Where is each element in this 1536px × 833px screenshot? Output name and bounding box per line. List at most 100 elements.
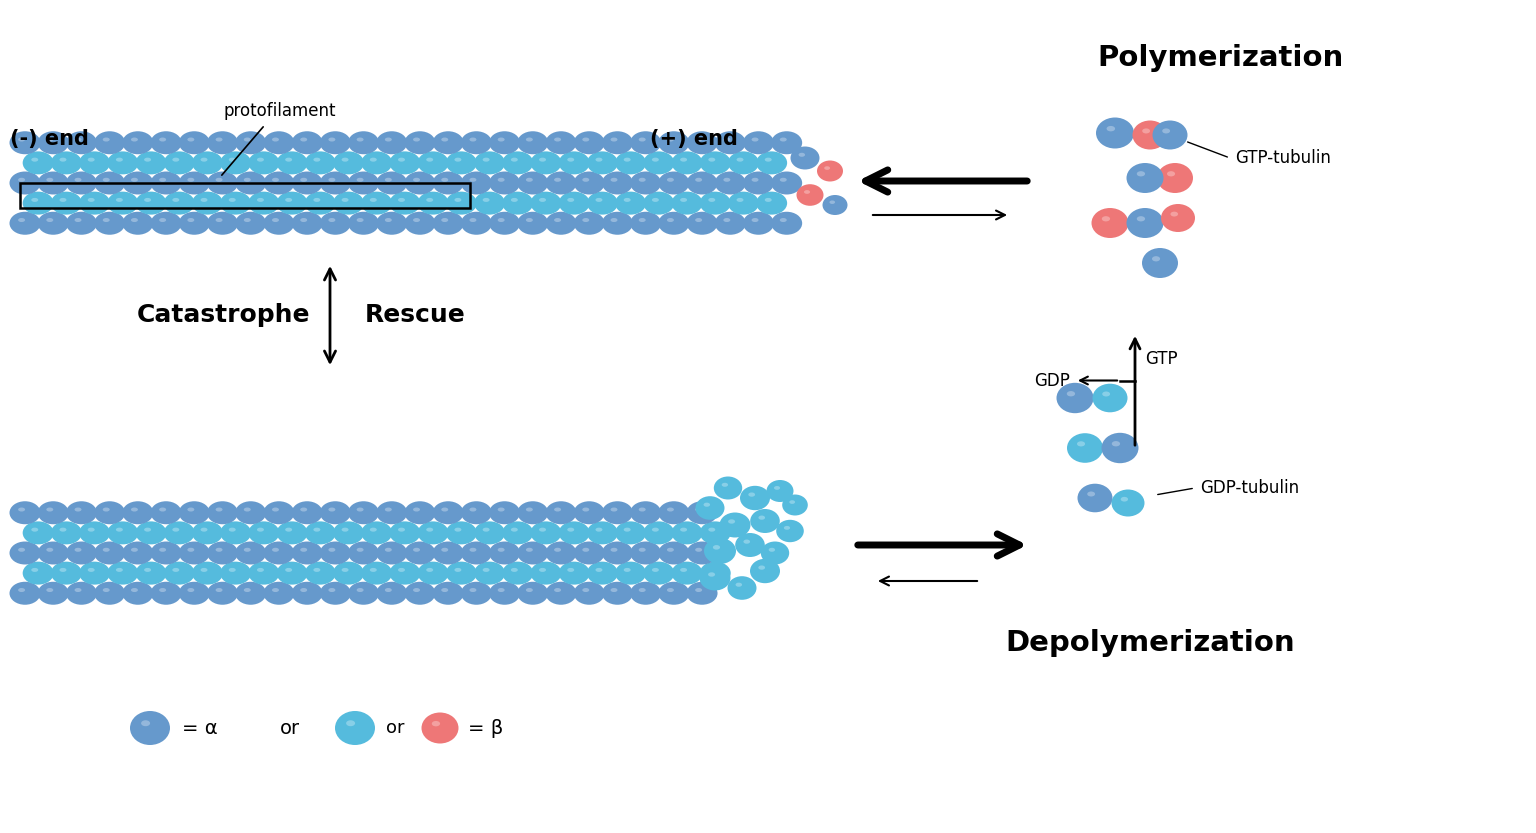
Ellipse shape: [659, 172, 690, 194]
Ellipse shape: [404, 172, 435, 194]
Ellipse shape: [714, 132, 746, 154]
Ellipse shape: [272, 507, 280, 511]
Ellipse shape: [286, 527, 292, 531]
Ellipse shape: [292, 541, 323, 565]
Ellipse shape: [803, 190, 809, 194]
Ellipse shape: [790, 501, 796, 504]
Ellipse shape: [1057, 383, 1094, 413]
Ellipse shape: [736, 582, 742, 586]
Ellipse shape: [151, 541, 181, 565]
Ellipse shape: [94, 132, 124, 154]
Ellipse shape: [511, 198, 518, 202]
Ellipse shape: [498, 218, 505, 222]
Ellipse shape: [624, 568, 631, 572]
Ellipse shape: [574, 212, 605, 235]
Ellipse shape: [748, 492, 756, 496]
Ellipse shape: [441, 177, 449, 182]
Ellipse shape: [1170, 212, 1178, 217]
Ellipse shape: [630, 172, 660, 194]
Ellipse shape: [103, 177, 109, 182]
Ellipse shape: [639, 218, 645, 222]
Ellipse shape: [554, 588, 561, 592]
Ellipse shape: [445, 521, 476, 545]
Ellipse shape: [545, 212, 576, 235]
Ellipse shape: [582, 218, 590, 222]
Ellipse shape: [46, 588, 54, 592]
Ellipse shape: [475, 152, 505, 174]
Ellipse shape: [610, 137, 617, 142]
Ellipse shape: [9, 501, 40, 524]
Ellipse shape: [639, 177, 645, 182]
Ellipse shape: [187, 588, 195, 592]
Ellipse shape: [530, 521, 562, 545]
Ellipse shape: [9, 132, 40, 154]
Ellipse shape: [257, 157, 264, 162]
Ellipse shape: [94, 501, 124, 524]
Ellipse shape: [9, 581, 40, 605]
Ellipse shape: [525, 548, 533, 551]
Ellipse shape: [38, 212, 69, 235]
Ellipse shape: [164, 561, 195, 585]
Ellipse shape: [151, 132, 181, 154]
Ellipse shape: [687, 172, 717, 194]
Ellipse shape: [103, 588, 109, 592]
Ellipse shape: [587, 561, 617, 585]
Ellipse shape: [539, 527, 545, 531]
Ellipse shape: [51, 561, 81, 585]
Ellipse shape: [455, 198, 461, 202]
Ellipse shape: [329, 507, 335, 511]
Ellipse shape: [671, 561, 702, 585]
Ellipse shape: [713, 545, 720, 550]
Text: GDP: GDP: [1034, 372, 1071, 390]
Ellipse shape: [235, 581, 266, 605]
Ellipse shape: [376, 541, 407, 565]
Ellipse shape: [349, 212, 379, 235]
Ellipse shape: [714, 212, 746, 235]
Ellipse shape: [398, 568, 406, 572]
Ellipse shape: [178, 541, 210, 565]
Ellipse shape: [659, 501, 690, 524]
Ellipse shape: [736, 533, 765, 557]
Ellipse shape: [696, 548, 702, 551]
Ellipse shape: [60, 198, 66, 202]
Ellipse shape: [582, 588, 590, 592]
Ellipse shape: [582, 137, 590, 142]
Ellipse shape: [545, 501, 576, 524]
Ellipse shape: [9, 541, 40, 565]
Ellipse shape: [144, 568, 151, 572]
Text: GTP-tubulin: GTP-tubulin: [1235, 149, 1330, 167]
Ellipse shape: [737, 198, 743, 202]
Ellipse shape: [386, 507, 392, 511]
Ellipse shape: [60, 157, 66, 162]
Ellipse shape: [249, 561, 280, 585]
Ellipse shape: [292, 212, 323, 235]
Ellipse shape: [18, 218, 25, 222]
Ellipse shape: [361, 521, 392, 545]
Ellipse shape: [771, 212, 802, 235]
Ellipse shape: [696, 588, 702, 592]
Ellipse shape: [257, 527, 264, 531]
Ellipse shape: [771, 172, 802, 194]
Ellipse shape: [187, 137, 195, 142]
Ellipse shape: [151, 501, 181, 524]
Ellipse shape: [249, 521, 280, 545]
Ellipse shape: [60, 527, 66, 531]
Ellipse shape: [31, 568, 38, 572]
Ellipse shape: [737, 157, 743, 162]
Ellipse shape: [680, 157, 687, 162]
Text: GDP-tubulin: GDP-tubulin: [1200, 479, 1299, 497]
Ellipse shape: [760, 541, 790, 565]
Ellipse shape: [475, 521, 505, 545]
Ellipse shape: [602, 172, 633, 194]
Ellipse shape: [696, 137, 702, 142]
Ellipse shape: [272, 548, 280, 551]
Ellipse shape: [263, 132, 295, 154]
Ellipse shape: [743, 212, 774, 235]
Ellipse shape: [131, 507, 138, 511]
Ellipse shape: [502, 561, 533, 585]
Ellipse shape: [192, 152, 223, 174]
Ellipse shape: [545, 132, 576, 154]
Ellipse shape: [687, 132, 717, 154]
Ellipse shape: [390, 561, 421, 585]
Ellipse shape: [498, 548, 505, 551]
